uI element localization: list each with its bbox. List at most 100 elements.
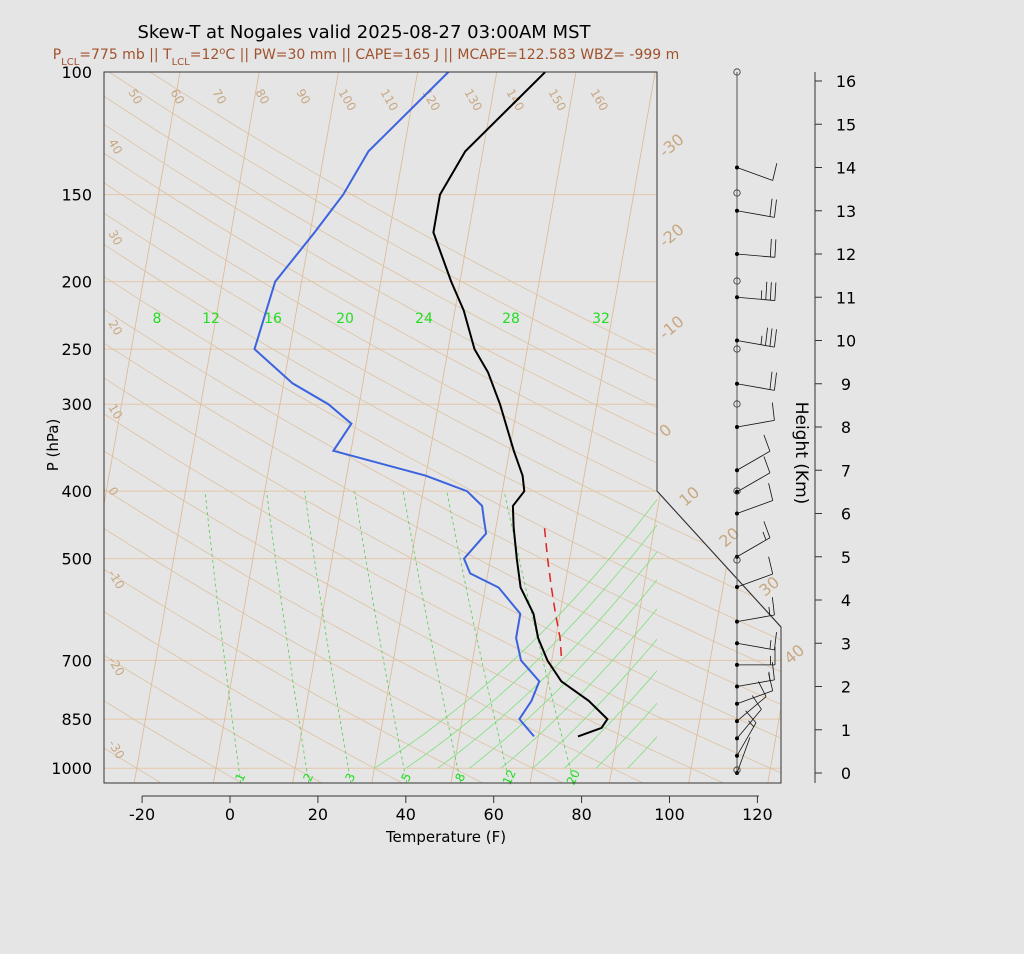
mixing-ratio-line [304,491,352,783]
height-tick-label: 13 [836,202,856,221]
height-tick-label: 1 [841,721,851,740]
x-tick-label: 100 [654,805,685,824]
dry-adiabat-line [104,72,781,783]
mixing-ratio-line [446,491,511,783]
dry-adiabat-line [104,72,781,783]
dry-adiabat-line [104,72,724,783]
moist-adiabat-labels: 8 12 16 20 24 28 32 [153,311,610,327]
wind-barb [736,210,775,218]
moist-adiabat-line [469,579,657,769]
wind-barb-half [768,671,771,681]
wind-barb-flag [765,327,768,346]
moist-adiabat-label: 28 [502,311,520,327]
wind-barb [736,296,775,301]
height-tick-label: 8 [841,418,851,437]
isotherm-label: 10 [105,402,125,422]
mixing-ratio-line [402,491,462,783]
isotherm-label: -30 [655,130,687,161]
isotherm-label: -10 [655,312,687,343]
wind-barb [736,167,773,181]
x-axis: -20 0 20 40 60 80 100 120 [129,795,773,824]
wind-barb [736,420,775,428]
height-tick-label: 12 [836,245,856,264]
dry-adiabat-line [104,72,403,783]
wind-level-circle [733,68,741,76]
wind-barb-half [769,640,772,650]
mixing-ratio-line [354,491,408,783]
dry-adiabat-line [104,72,483,783]
y-axis-label: P (hPa) [44,419,62,472]
height-tick-label: 6 [841,505,851,524]
wind-barb-flag [763,456,771,474]
moist-adiabat-line [437,551,657,769]
x-tick-label: 20 [308,805,328,824]
dry-adiabat-line [104,72,781,783]
dry-adiabat-line [104,72,781,783]
dry-adiabat-line [104,72,781,783]
wind-barb [736,679,775,687]
moist-adiabat-line [500,608,657,769]
p-tick-label: 700 [61,651,92,670]
wind-barb [736,537,771,558]
plot-area [103,71,782,784]
moist-adiabat-label: 16 [264,311,282,327]
wind-level-circle [733,556,741,564]
wind-barb-flag [763,434,771,452]
y-axis: 100 150 200 250 300 400 500 700 850 1000 [51,63,92,778]
moist-adiabat-line [532,638,657,769]
isotherm-line [213,72,339,783]
moist-adiabat-label: 8 [153,311,162,327]
moist-adiabat-line [564,670,657,769]
wind-barb-flag [769,282,772,301]
isotherm-line [847,72,972,783]
wind-barb [736,737,751,774]
wind-barb [736,614,775,623]
wind-barb-flag [765,281,768,300]
moist-adiabat-label: 20 [336,311,354,327]
moist-adiabat-line [405,524,657,769]
p-tick-label: 1000 [51,759,92,778]
chart-subtitle: PLCL=775 mb || TLCL=12oC || PW=30 mm || … [53,46,680,68]
wind-level-circle [733,487,741,495]
wind-barb-flag [774,329,777,348]
dry-adiabat-line [104,72,563,783]
chart-title: Skew-T at Nogales valid 2025-08-27 03:00… [137,22,591,43]
wind-barb-flag [774,282,777,301]
wind-barb-flag [774,239,777,258]
mixing-ratio-line [503,491,575,783]
height-tick-label: 14 [836,159,856,178]
isotherm-label: 70 [209,87,229,107]
height-tick-label: 3 [841,634,851,653]
isotherm-line [767,72,781,783]
isotherm-line [371,72,498,783]
height-tick-label: 10 [836,332,856,351]
wind-barb [736,722,757,756]
p-tick-label: 150 [61,186,92,205]
wind-barb-flag [769,238,772,257]
isotherm-line [104,72,181,783]
p-tick-label: 300 [61,395,92,414]
wind-barb-flag [769,328,773,347]
isotherm-line [133,72,260,783]
dry-adiabat-line [104,72,242,783]
wind-barb-flag [769,371,773,390]
height-tick-label: 15 [836,115,856,134]
isotherm-label: 40 [105,137,125,157]
isotherm-label: 90 [293,87,313,107]
wind-barb [736,472,771,493]
height-tick-label: 5 [841,548,851,567]
height-tick-label: 0 [841,764,851,783]
wind-barb-flag [768,483,774,501]
wind-level-circle [733,189,741,197]
subtitle-part: P [53,47,61,63]
isotherm-label: 80 [252,87,272,107]
wind-barb-half [768,606,771,616]
wind-barb [736,690,773,705]
wind-barb-flag [771,597,775,616]
subtitle-part: LCL [172,57,191,68]
height-tick-label: 11 [836,288,856,307]
height-axis-label: Height (Km) [791,402,811,505]
moist-adiabat-line [374,499,657,769]
